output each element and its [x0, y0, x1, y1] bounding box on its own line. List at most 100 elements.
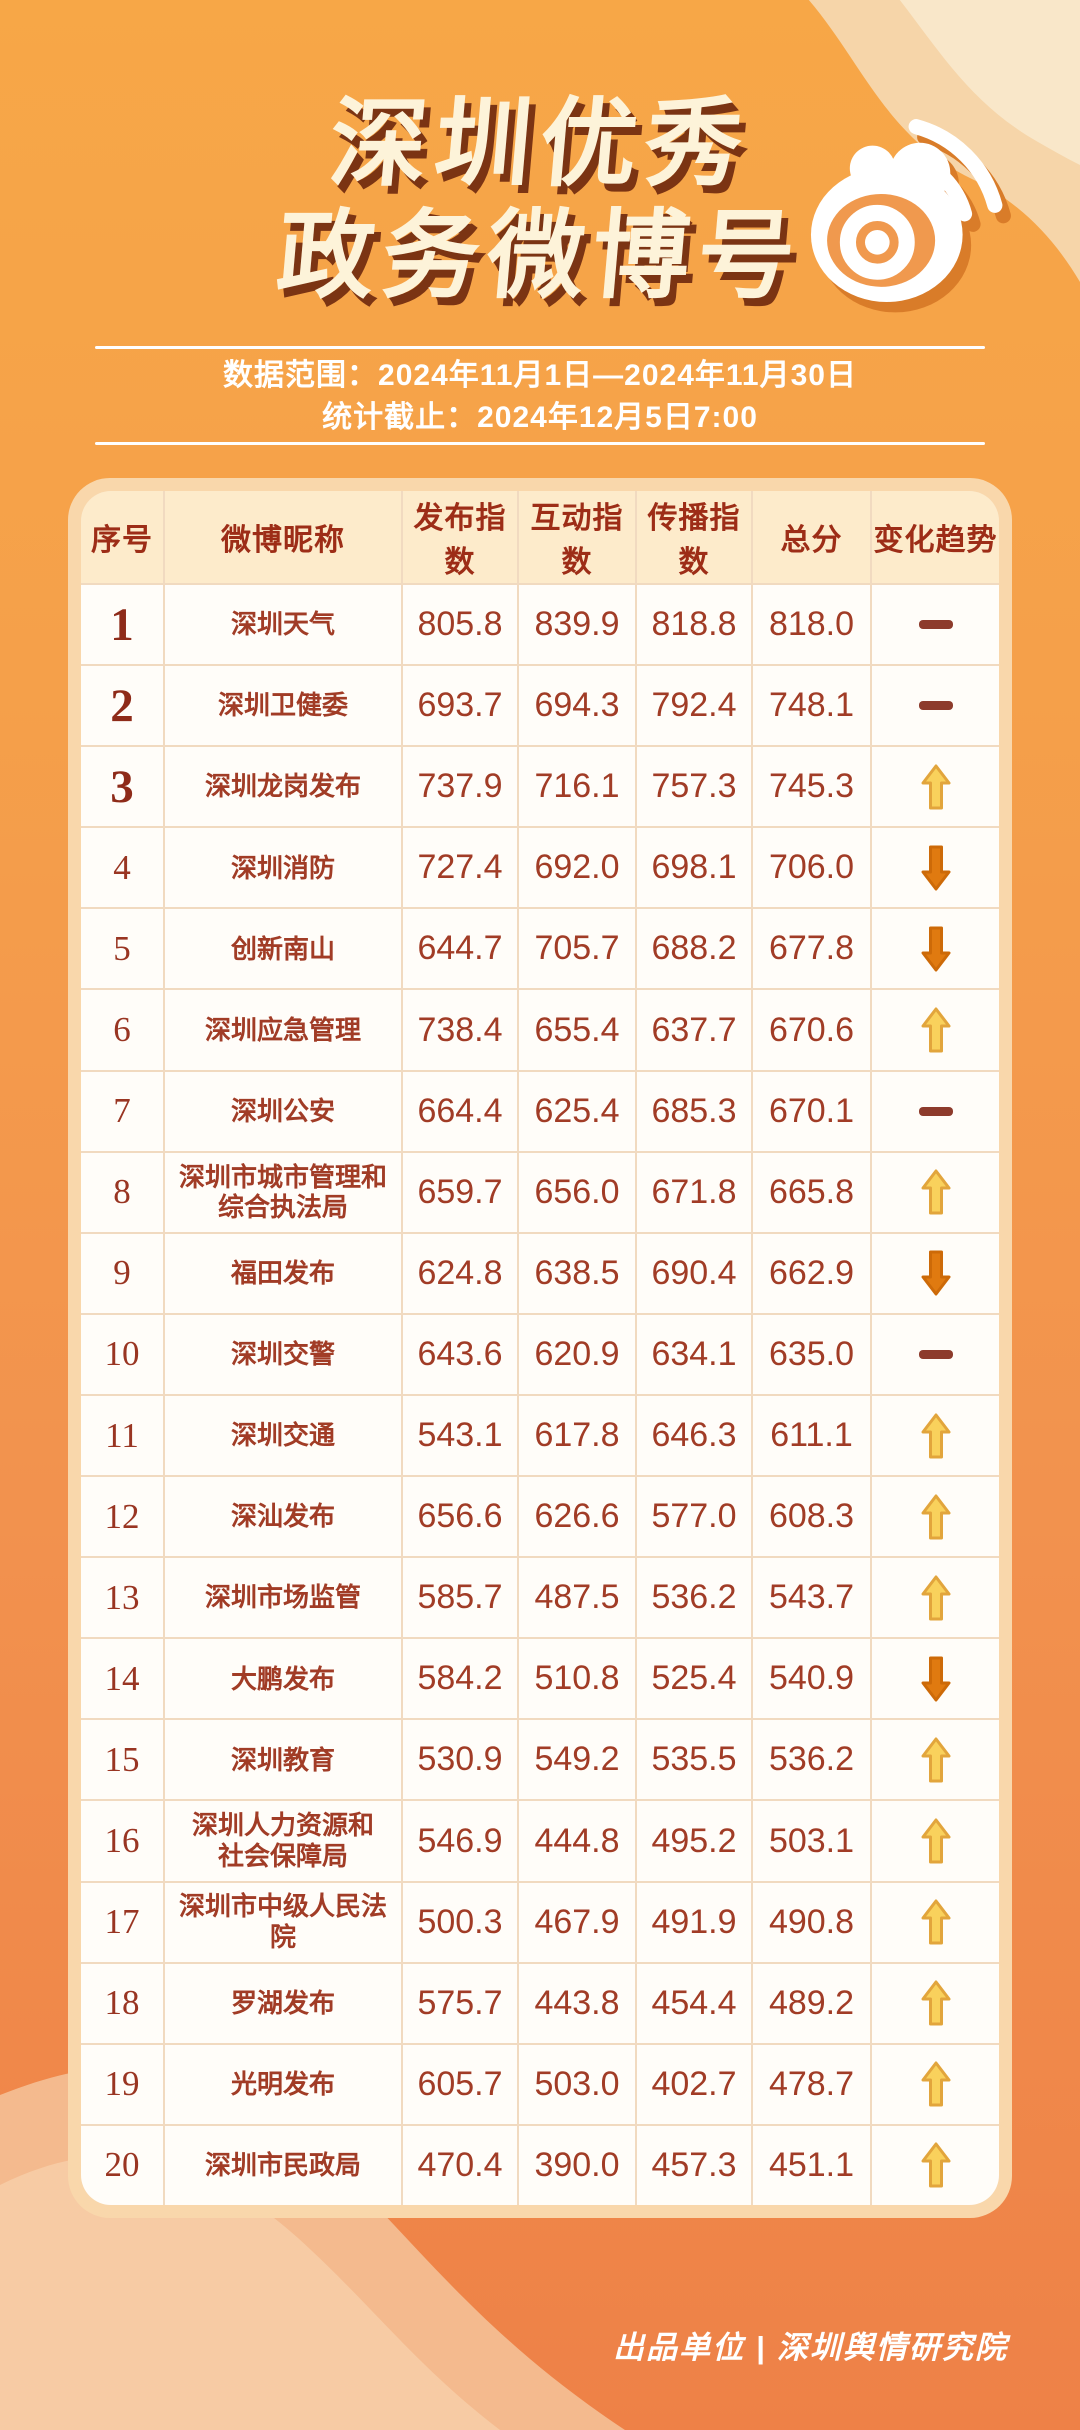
- rank-cell: 7: [81, 1071, 163, 1151]
- top-divider-line: [95, 346, 985, 349]
- rank-down-icon: [921, 926, 950, 972]
- total-score-cell: 748.1: [753, 666, 870, 746]
- rank-up-icon: [921, 1980, 950, 2026]
- rank-cell: 11: [81, 1395, 163, 1476]
- spread-index-cell: 818.8: [637, 585, 751, 665]
- rank-up-icon: [921, 764, 950, 810]
- spread-index-cell: 792.4: [637, 666, 751, 746]
- nickname-cell: 深圳教育: [165, 1720, 401, 1800]
- column-header-1: 微博昵称: [165, 491, 401, 583]
- publish-index-cell: 584.2: [403, 1639, 517, 1719]
- interaction-index-cell: 716.1: [519, 747, 635, 827]
- publish-index-cell: 543.1: [403, 1395, 517, 1476]
- spread-index-cell: 671.8: [637, 1152, 751, 1232]
- spread-index-cell: 637.7: [637, 990, 751, 1070]
- nickname-cell: 福田发布: [165, 1233, 401, 1313]
- nickname-cell: 光明发布: [165, 2044, 401, 2124]
- rank-cell: 19: [81, 2044, 163, 2124]
- interaction-index-cell: 510.8: [519, 1639, 635, 1719]
- total-score-cell: 608.3: [753, 1477, 870, 1557]
- spread-index-cell: 495.2: [637, 1801, 751, 1881]
- rank-cell: 14: [81, 1639, 163, 1719]
- interaction-index-cell: 549.2: [519, 1720, 635, 1800]
- publish-index-cell: 727.4: [403, 828, 517, 908]
- total-score-cell: 818.0: [753, 585, 870, 665]
- trend-cell: [872, 747, 999, 827]
- total-score-cell: 503.1: [753, 1801, 870, 1881]
- total-score-cell: 540.9: [753, 1639, 870, 1719]
- nickname-cell: 深汕发布: [165, 1477, 401, 1557]
- rank-cell: 9: [81, 1233, 163, 1313]
- spread-index-cell: 491.9: [637, 1882, 751, 1962]
- trend-cell: [872, 2125, 999, 2205]
- publish-index-cell: 470.4: [403, 2125, 517, 2205]
- total-score-cell: 665.8: [753, 1152, 870, 1232]
- rank-up-icon: [921, 1007, 950, 1053]
- nickname-cell: 深圳市中级人民法院: [165, 1882, 401, 1962]
- rank-up-icon: [921, 1818, 950, 1864]
- trend-cell: [872, 1152, 999, 1232]
- interaction-index-cell: 467.9: [519, 1882, 635, 1962]
- publish-index-cell: 624.8: [403, 1233, 517, 1313]
- nickname-cell: 深圳天气: [165, 585, 401, 665]
- nickname-cell: 深圳市场监管: [165, 1558, 401, 1638]
- interaction-index-cell: 705.7: [519, 909, 635, 989]
- trend-cell: [872, 585, 999, 665]
- column-header-3: 互动指数: [519, 491, 635, 583]
- nickname-cell: 深圳交警: [165, 1314, 401, 1394]
- spread-index-cell: 646.3: [637, 1395, 751, 1476]
- column-header-0: 序号: [81, 491, 163, 583]
- nickname-cell: 深圳市民政局: [165, 2125, 401, 2205]
- interaction-index-cell: 443.8: [519, 1963, 635, 2043]
- interaction-index-cell: 655.4: [519, 990, 635, 1070]
- trend-cell: [872, 2044, 999, 2124]
- column-header-4: 传播指数: [637, 491, 751, 583]
- rank-cell: 16: [81, 1801, 163, 1881]
- trend-cell: [872, 1882, 999, 1962]
- nickname-cell: 深圳卫健委: [165, 666, 401, 746]
- interaction-index-cell: 390.0: [519, 2125, 635, 2205]
- nickname-cell: 创新南山: [165, 909, 401, 989]
- nickname-cell: 深圳人力资源和 社会保障局: [165, 1801, 401, 1881]
- trend-cell: [872, 1233, 999, 1313]
- rank-up-icon: [921, 1899, 950, 1945]
- rank-up-icon: [921, 1737, 950, 1783]
- total-score-cell: 670.6: [753, 990, 870, 1070]
- trend-cell: [872, 990, 999, 1070]
- publish-index-cell: 546.9: [403, 1801, 517, 1881]
- interaction-index-cell: 839.9: [519, 585, 635, 665]
- column-header-6: 变化趋势: [872, 491, 999, 583]
- stats-deadline-text: 统计截止：2024年12月5日7:00: [322, 401, 758, 434]
- trend-cell: [872, 1477, 999, 1557]
- no-change-icon: [918, 1106, 953, 1116]
- no-change-icon: [918, 1349, 953, 1359]
- spread-index-cell: 577.0: [637, 1477, 751, 1557]
- rank-cell: 6: [81, 990, 163, 1070]
- publish-index-cell: 693.7: [403, 666, 517, 746]
- spread-index-cell: 685.3: [637, 1071, 751, 1151]
- ranking-table-grid: 序号 微博昵称 发布指数 互动指数 传播指数 总分 变化趋势 1 深圳天气 805.8 839.9 8…: [81, 491, 999, 2205]
- publish-index-cell: 738.4: [403, 990, 517, 1070]
- trend-cell: [872, 909, 999, 989]
- bottom-divider-line: [95, 442, 985, 445]
- rank-cell: 2: [81, 666, 163, 746]
- interaction-index-cell: 620.9: [519, 1314, 635, 1394]
- trend-cell: [872, 1314, 999, 1394]
- total-score-cell: 489.2: [753, 1963, 870, 2043]
- interaction-index-cell: 444.8: [519, 1801, 635, 1881]
- trend-cell: [872, 1720, 999, 1800]
- rank-up-icon: [921, 1494, 950, 1540]
- publish-index-cell: 664.4: [403, 1071, 517, 1151]
- spread-index-cell: 634.1: [637, 1314, 751, 1394]
- poster-title-line1: 深圳优秀: [325, 89, 755, 198]
- rank-up-icon: [921, 1575, 950, 1621]
- publish-index-cell: 575.7: [403, 1963, 517, 2043]
- total-score-cell: 706.0: [753, 828, 870, 908]
- spread-index-cell: 457.3: [637, 2125, 751, 2205]
- rank-cell: 17: [81, 1882, 163, 1962]
- rank-up-icon: [921, 1413, 950, 1459]
- trend-cell: [872, 1558, 999, 1638]
- spread-index-cell: 690.4: [637, 1233, 751, 1313]
- total-score-cell: 662.9: [753, 1233, 870, 1313]
- interaction-index-cell: 656.0: [519, 1152, 635, 1232]
